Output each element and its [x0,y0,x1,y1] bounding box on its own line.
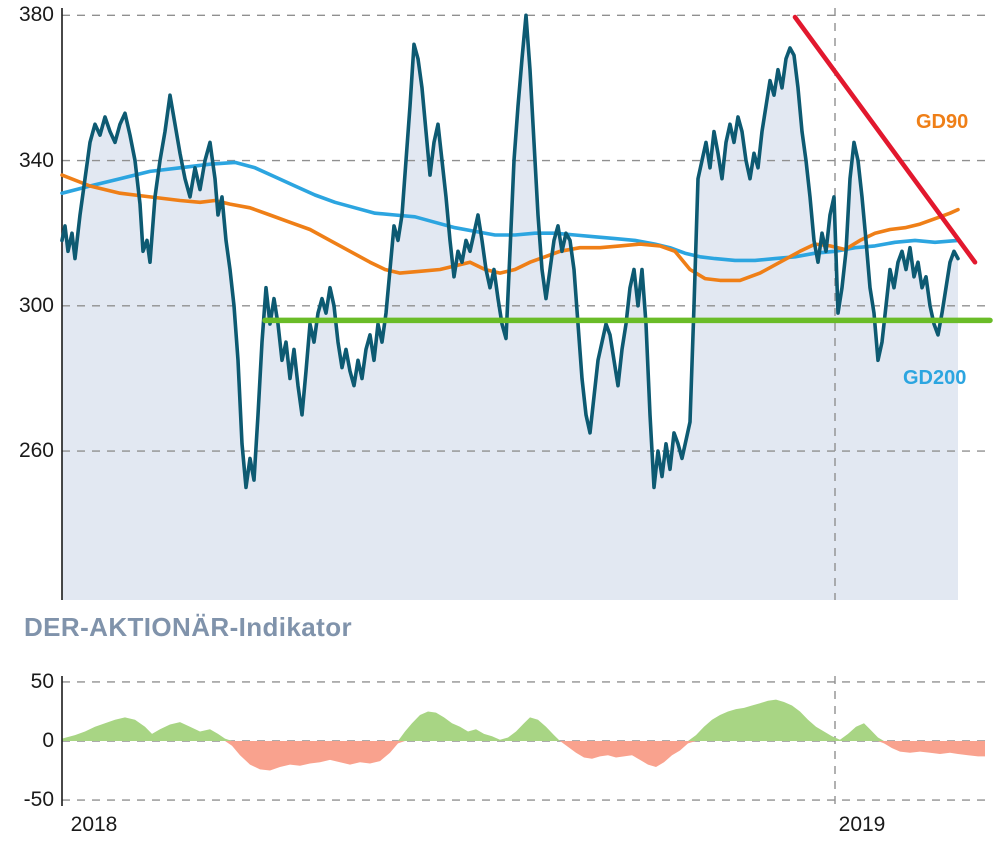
indicator-positive-area [62,699,985,741]
x-axis-label-2018: 2018 [70,813,118,836]
gd200-line [60,160,960,263]
price-axis-tick-260: 260 [18,439,54,463]
gd90-label: GD90 [916,111,969,133]
price-axis-tick-300: 300 [18,293,54,317]
gd90-line [60,173,960,283]
price-axis-tick-380: 380 [18,3,54,27]
gd200-label: GD200 [903,367,967,389]
price-axis-tick-340: 340 [18,148,54,172]
indicator-axis-tick-minus50: -50 [23,788,54,812]
price-area-fill [62,15,958,601]
indicator-negative-area [62,741,985,771]
indicator-title: DER-AKTIONÄR-Indikator [24,612,353,642]
price-line [60,13,960,490]
downtrend-line [792,14,978,265]
indicator-axis-tick-0: 0 [42,729,54,752]
x-axis-label-2019: 2019 [838,813,886,836]
indicator-axis-tick-50: 50 [30,669,54,693]
